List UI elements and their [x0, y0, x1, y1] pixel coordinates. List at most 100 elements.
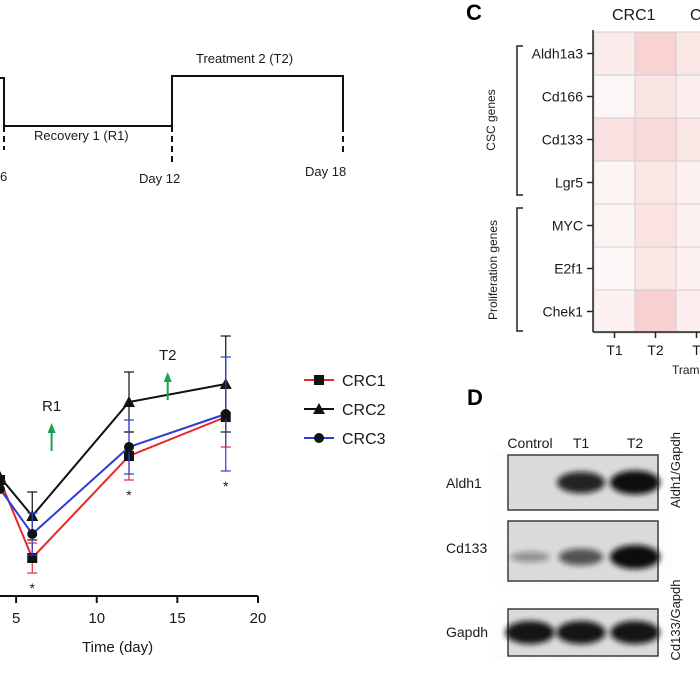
data-point: [124, 442, 134, 452]
heatmap-row-label: Cd133: [542, 132, 583, 148]
heatmap-col-label: T2: [647, 342, 664, 358]
blot-label: Gapdh: [446, 624, 488, 640]
green-arrow-head: [47, 423, 56, 433]
x-tick-label: 15: [169, 610, 186, 627]
heatmap-cell: [593, 160, 636, 205]
heatmap-cell: [675, 246, 700, 291]
protein-band: [556, 620, 606, 645]
proliferation-group-bracket: [516, 207, 523, 332]
series-crc1: [0, 386, 231, 574]
series-line: [0, 413, 227, 536]
heatmap-cell: [675, 117, 700, 162]
legend-label-crc3: CRC3: [342, 431, 386, 448]
series-crc2: [0, 335, 232, 541]
heatmap-x-label-partial: Trametin: [672, 363, 700, 377]
lane-label-t1: T1: [573, 435, 590, 451]
protein-band: [610, 470, 660, 495]
heatmap-cell: [675, 160, 700, 205]
data-point: [27, 529, 38, 539]
heatmap-row-label: Cd166: [542, 89, 583, 105]
legend-marker: [314, 375, 324, 385]
day12-label: Day 12: [139, 171, 180, 186]
legend-marker: [313, 403, 325, 414]
series-line: [0, 416, 227, 560]
blot-label: Cd133: [446, 540, 487, 556]
heatmap-cell: [675, 203, 700, 248]
line-chart: 5 10 15 20 Time (day) * * * R1 T2 CRC1 CRC2 CRC3: [0, 335, 386, 656]
heatmap-row-label: Chek1: [543, 304, 584, 320]
heatmap-col-label: T: [692, 342, 700, 358]
heatmap-row-label: E2f1: [554, 261, 583, 277]
heatmap-cell: [634, 160, 677, 205]
cd133-gapdh-ylabel: Cd133/Gapdh: [668, 580, 683, 661]
heatmap-cell: [675, 74, 700, 119]
legend-marker: [314, 433, 324, 443]
legend-label-crc2: CRC2: [342, 402, 386, 419]
protein-band: [558, 548, 604, 566]
data-point: [123, 396, 135, 407]
x-ticks: 5 10 15 20: [12, 596, 266, 627]
blot-cd133: Cd133: [446, 520, 660, 582]
heatmap-cell: [675, 289, 700, 334]
heatmap-row-label: MYC: [552, 218, 583, 234]
legend-label-crc1: CRC1: [342, 373, 386, 390]
panel-c-letter: C: [466, 0, 482, 25]
protein-band: [610, 545, 660, 569]
data-point: [0, 471, 6, 482]
series-crc3: [0, 356, 231, 556]
blot-label: Aldh1: [446, 475, 482, 491]
protein-band: [505, 620, 555, 645]
heatmap-column-header-partial: C: [690, 7, 700, 24]
panel-c-heatmap: CRC1 C Aldh1a3 Cd166 Cd133 Lgr5 MYC E2f1 Chek1…: [484, 7, 700, 377]
series-line: [0, 383, 226, 518]
heatmap-cell: [634, 246, 677, 291]
timeline-line: [0, 75, 344, 127]
proliferation-group-label: Proliferation genes: [486, 220, 500, 320]
heatmap-row-label: Aldh1a3: [532, 46, 584, 62]
heatmap-cell: [593, 31, 636, 76]
heatmap-column-header: CRC1: [612, 7, 656, 24]
green-arrow-head: [163, 372, 172, 382]
x-axis-label: Time (day): [82, 639, 153, 656]
heatmap-cell: [593, 203, 636, 248]
heatmap-cells: [593, 31, 700, 334]
data-point: [220, 409, 231, 419]
protein-band: [510, 551, 550, 563]
treatment2-label: Treatment 2 (T2): [196, 51, 293, 66]
significance-star: *: [30, 580, 36, 596]
heatmap-cell: [634, 31, 677, 76]
annotation-r1: R1: [42, 398, 61, 415]
protein-band: [556, 471, 606, 494]
series-layer: [0, 335, 232, 574]
recovery1-label: Recovery 1 (R1): [34, 128, 129, 143]
data-point: [27, 553, 38, 563]
heatmap-cell: [593, 289, 636, 334]
heatmap-cell: [593, 74, 636, 119]
legend: CRC1 CRC2 CRC3: [304, 373, 386, 448]
panel-d-letter: D: [467, 385, 483, 410]
significance-star: *: [223, 478, 229, 494]
csc-group-bracket: [516, 45, 523, 196]
aldh1-gapdh-ylabel: Aldh1/Gapdh: [668, 432, 683, 508]
heatmap-cell: [634, 117, 677, 162]
csc-group-label: CSC genes: [484, 89, 498, 150]
protein-band: [610, 620, 660, 645]
blot-aldh1: Aldh1: [446, 454, 660, 511]
blot-gapdh: Gapdh: [446, 608, 660, 657]
heatmap-cell: [593, 246, 636, 291]
heatmap-col-label: T1: [606, 342, 623, 358]
heatmap-cell: [675, 31, 700, 76]
heatmap-row-label: Lgr5: [555, 175, 583, 191]
heatmap-cell: [634, 203, 677, 248]
blot-strips: Aldh1 Cd133 Gapdh: [446, 454, 660, 657]
x-tick-label: 10: [88, 610, 105, 627]
x-tick-label: 20: [250, 610, 267, 627]
heatmap-cell: [593, 117, 636, 162]
lane-label-control: Control: [507, 435, 552, 451]
x-tick-label: 5: [12, 610, 20, 627]
blot-lane-labels: Control T1 T2: [507, 435, 643, 451]
heatmap-cell: [634, 74, 677, 119]
annotation-t2: T2: [159, 347, 177, 364]
